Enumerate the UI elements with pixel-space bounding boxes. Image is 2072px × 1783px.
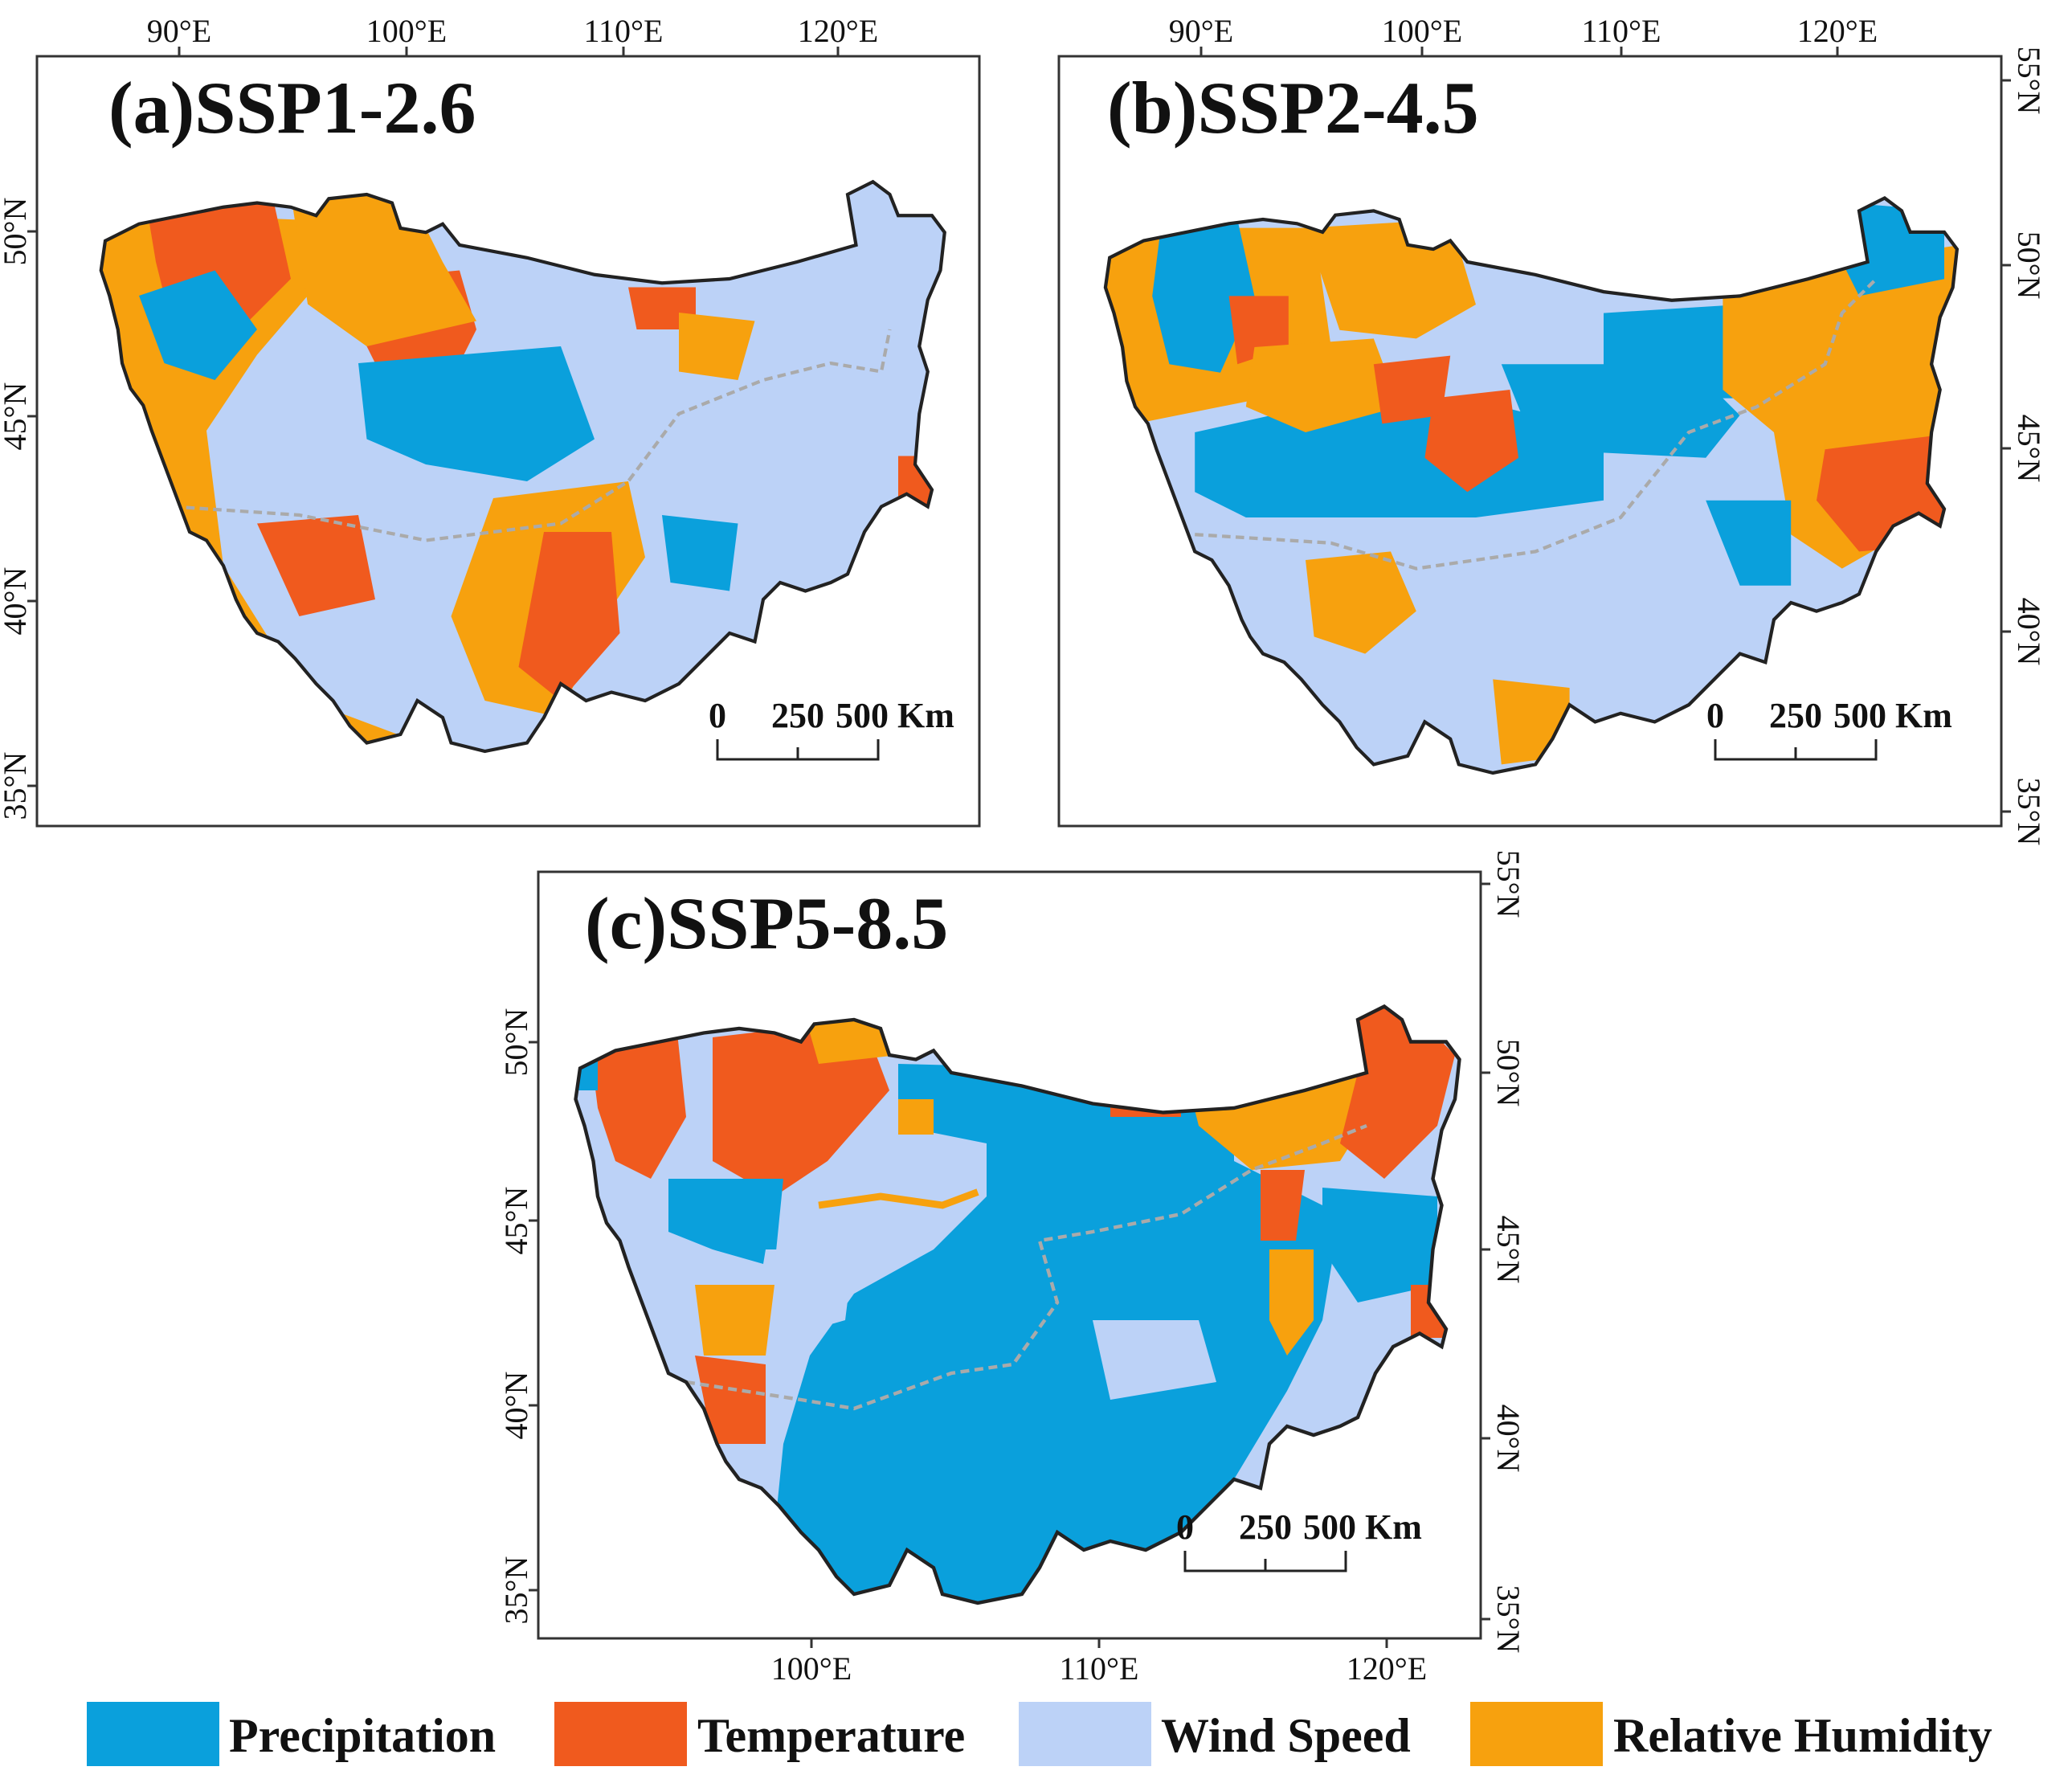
panel-a-left-ticks [27, 230, 37, 787]
panel-c-right-lat-label-1: 55°N [1490, 850, 1526, 918]
panel-c-left-ticks [529, 1041, 538, 1592]
panel-b-lon-label-2: 100°E [1382, 13, 1462, 49]
panel-c-province-line [685, 1123, 1367, 1411]
panel-b-lat-label-2: 50°N [2011, 231, 2047, 300]
panel-b-right-ticks [2001, 79, 2011, 813]
panel-c-temp-patch-2 [713, 1020, 889, 1196]
panel-b-precip-patch-4 [1604, 305, 1740, 399]
panel-c-rh-edge-line [818, 1188, 979, 1209]
panel-c-right-ticks [1481, 882, 1490, 1621]
panel-c-right-lat-label-5: 35°N [1490, 1585, 1526, 1654]
panel-c-scale-bar: 0 250 500 Km [1176, 1507, 1422, 1572]
panel-b: 90°E 100°E 110°E 120°E 55°N 50°N 45°N 40… [1057, 13, 2047, 846]
panel-c-precip-patch-4 [1322, 1188, 1437, 1302]
panel-a-precip-patch-3 [661, 515, 738, 591]
panel-c-right-lat-label-4: 40°N [1490, 1405, 1526, 1473]
panel-a-scale-line [716, 739, 880, 761]
panel-a-province-line [172, 329, 892, 542]
panel-a-lon-label-1: 90°E [147, 13, 211, 49]
legend-swatch-temperature [554, 1702, 687, 1766]
legend-label-wind-speed: Wind Speed [1161, 1709, 1411, 1762]
panel-c-scale-0: 0 [1176, 1507, 1194, 1547]
panel-b-lon-label-4: 120°E [1797, 13, 1878, 49]
panel-b-temp-patch-3 [1373, 355, 1451, 424]
panel-b-precip-patch-1 [1152, 219, 1255, 373]
panel-c-scale-500: 500 Km [1303, 1507, 1422, 1547]
panel-c-right-lat-label-2: 50°N [1490, 1039, 1526, 1107]
panel-c-left-lat-label-2: 45°N [498, 1187, 534, 1255]
panel-c-left-lat-label-4: 35°N [498, 1556, 534, 1625]
panel-a-precip-patch-1 [139, 270, 257, 380]
panel-b-top-ticks [1199, 47, 1839, 56]
panel-b-scale-bar: 0 250 500 Km [1706, 696, 1952, 761]
panel-c-lon-label-2: 110°E [1060, 1650, 1139, 1687]
panel-c-lon-label-3: 120°E [1347, 1650, 1427, 1687]
panel-c-right-lat-label-3: 45°N [1490, 1216, 1526, 1284]
legend-label-relative-humidity: Relative Humidity [1613, 1709, 1992, 1762]
panel-c-temp-patch-6 [1261, 1170, 1305, 1241]
panel-c-wind-patch-2 [1093, 1320, 1216, 1400]
panel-a-title: (a)SSP1-2.6 [108, 67, 476, 149]
panel-b-title: (b)SSP2-4.5 [1107, 67, 1479, 149]
panel-b-scale-line [1714, 739, 1878, 761]
panel-c-title: (c)SSP5-8.5 [585, 882, 948, 964]
panel-b-rh-patch-3 [1245, 338, 1400, 432]
panel-a-lon-label-4: 120°E [798, 13, 878, 49]
panel-c-scale-250: 250 [1239, 1507, 1292, 1547]
panel-c-left-lat-label-3: 40°N [498, 1372, 534, 1440]
panel-b-temp-patch-2 [1424, 390, 1518, 493]
panel-a-scale-500: 500 Km [836, 696, 954, 735]
panel-a-lon-label-2: 100°E [366, 13, 447, 49]
legend: Precipitation Temperature Wind Speed Rel… [87, 1702, 1992, 1766]
panel-a-rh-patch-2 [291, 194, 476, 346]
panel-b-scale-0: 0 [1706, 696, 1724, 735]
legend-swatch-precipitation [87, 1702, 219, 1766]
panel-c-rh-patch-3 [898, 1099, 934, 1135]
panel-b-lat-label-4: 40°N [2011, 598, 2047, 666]
panel-c-bottom-ticks [810, 1638, 1388, 1648]
panel-a-scale-250: 250 [771, 696, 824, 735]
panel-a-lat-label-3: 40°N [0, 567, 33, 636]
panel-c-temp-patch-3 [695, 1356, 766, 1444]
panel-a-scale-bar: 0 250 500 Km [709, 696, 954, 761]
panel-c-precip-patch-3 [668, 1179, 783, 1267]
panel-b-lat-label-5: 35°N [2011, 778, 2047, 846]
panel-b-lon-label-3: 110°E [1582, 13, 1661, 49]
panel-c-wind-patch-1 [757, 1249, 854, 1338]
panel-b-lat-label-1: 55°N [2011, 47, 2047, 115]
panel-a-lat-label-1: 50°N [0, 198, 33, 266]
panel-c-rh-patch-2 [695, 1285, 774, 1356]
legend-label-precipitation: Precipitation [229, 1709, 496, 1762]
panel-a-temp-patch-4 [257, 515, 375, 616]
panel-a-scale-0: 0 [709, 696, 726, 735]
panel-a: 90°E 100°E 110°E 120°E 50°N 45°N 40°N 35… [0, 13, 981, 828]
panel-a-precip-patch-2 [358, 346, 595, 481]
panel-a-rh-patch-4 [678, 313, 755, 380]
panel-c-scale-line [1183, 1551, 1347, 1572]
panel-c-lon-label-1: 100°E [771, 1650, 852, 1687]
panel-b-lon-label-1: 90°E [1169, 13, 1233, 49]
panel-a-lat-label-2: 45°N [0, 382, 33, 451]
legend-swatch-wind-speed [1019, 1702, 1151, 1766]
panel-a-lon-label-3: 110°E [584, 13, 664, 49]
panel-c-temp-patch-1 [589, 1033, 686, 1179]
panel-a-top-ticks [178, 47, 840, 56]
legend-swatch-relative-humidity [1470, 1702, 1603, 1766]
legend-label-temperature: Temperature [697, 1709, 965, 1762]
panel-a-temp-patch-3 [518, 532, 620, 701]
panel-a-lat-label-4: 35°N [0, 752, 33, 820]
panel-b-precip-patch-6 [1706, 500, 1792, 586]
panel-b-scale-250: 250 [1769, 696, 1822, 735]
panel-b-rh-patch-4 [1306, 551, 1416, 654]
panel-c: 50°N 45°N 40°N 35°N 55°N 50°N 45°N 40°N … [498, 850, 1526, 1687]
panel-c-precip-patch-2 [774, 1064, 1340, 1603]
panel-c-temp-patch-5 [1340, 1006, 1456, 1180]
panel-c-left-lat-label-1: 50°N [498, 1008, 534, 1077]
panel-b-province-line [1195, 277, 1878, 570]
panel-b-lat-label-3: 45°N [2011, 415, 2047, 483]
panel-c-rh-patch-5 [1269, 1249, 1314, 1356]
panel-b-scale-500: 500 Km [1833, 696, 1952, 735]
